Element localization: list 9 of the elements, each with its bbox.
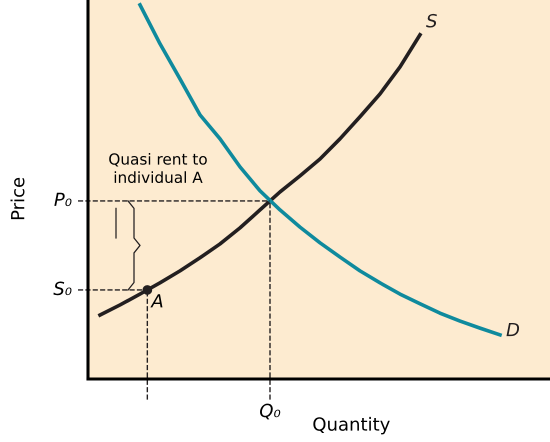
annotation: A — [150, 294, 162, 308]
series-label: D — [506, 322, 520, 336]
text: Q₀ — [260, 404, 280, 420]
ref-line-label: P₀ — [54, 192, 72, 206]
annotation: Quasi rent to individual A — [109, 152, 207, 184]
x-axis-title: Quantity — [313, 416, 390, 434]
series-label: S — [426, 14, 437, 28]
ref-line-label: S₀ — [53, 282, 72, 296]
y-axis-title: Price — [10, 178, 24, 220]
